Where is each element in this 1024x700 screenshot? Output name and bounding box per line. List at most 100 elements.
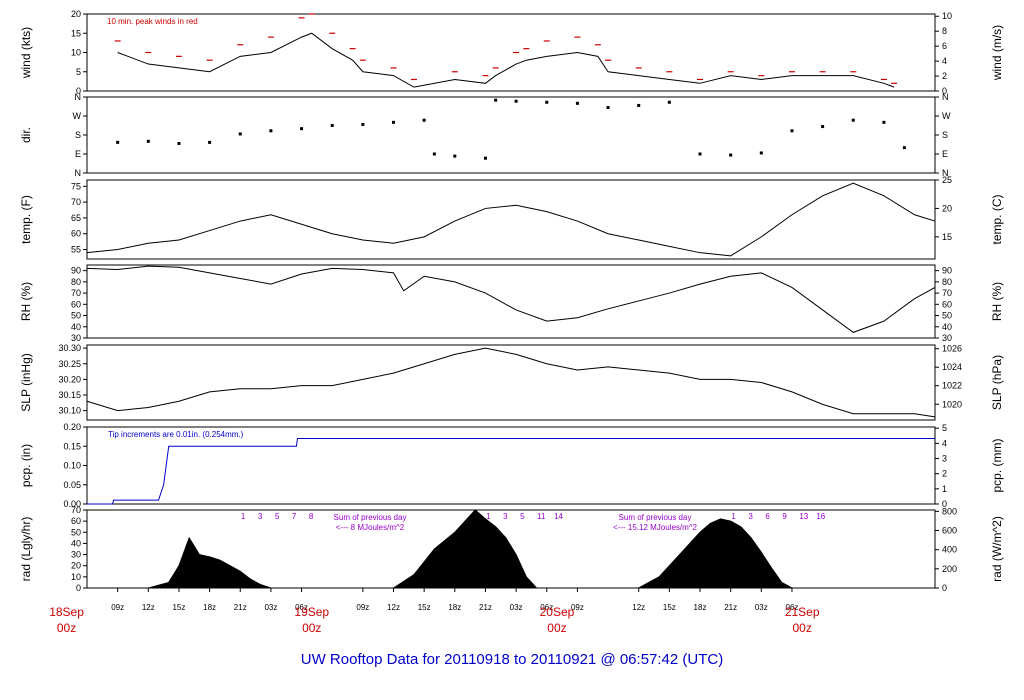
y-right-tick-label: E (942, 149, 948, 159)
direction-point (882, 120, 886, 124)
direction-point (392, 120, 396, 124)
y-right-tick-label: 4 (942, 438, 947, 448)
caption-prefix: UW Rooftop Data for (300, 651, 440, 668)
panel-pcp: 0.00 0.05 0.10 0.15 0.20 0 1 2 3 4 5 pcp. (in) pcp. … (19, 422, 1004, 509)
y-tick-label: 0.10 (63, 461, 81, 471)
time-tick-label: 09z (571, 603, 584, 612)
time-tick-label: 03z (755, 603, 768, 612)
y-tick-label: 10 (71, 572, 81, 582)
y-right-tick-label: 80 (942, 277, 952, 287)
series-line (86, 182, 936, 257)
count-mark: 7 (292, 512, 297, 521)
series-line (87, 438, 935, 505)
y-right-tick-label: 1020 (942, 399, 962, 409)
y-tick-label: 65 (71, 213, 81, 223)
y-axis-label: temp. (F) (19, 195, 33, 244)
figure-caption: UW Rooftop Data for 20110918 to 20110921… (0, 651, 1024, 668)
y-tick-label: 90 (71, 266, 81, 276)
direction-point (575, 101, 579, 105)
direction-point (821, 125, 825, 129)
time-tick-label: 15z (663, 603, 676, 612)
y-tick-label: 15 (71, 28, 81, 38)
y-right-tick-label: W (942, 111, 951, 121)
y-axis-label: RH (%) (19, 282, 33, 321)
count-mark: 8 (309, 512, 314, 521)
time-tick-label: 06z (540, 603, 553, 612)
y-right-tick-label: 60 (942, 299, 952, 309)
panel-slp: 30.10 30.15 30.20 30.25 30.30 1020 1022 1024 102… (19, 343, 1004, 421)
y-tick-label: 0.15 (63, 441, 81, 451)
y-right-tick-label: N (942, 92, 949, 102)
y-right-tick-label: 20 (942, 203, 952, 213)
direction-point (851, 118, 855, 122)
direction-point (545, 100, 549, 104)
caption-end: 20110921 (530, 651, 597, 668)
y-tick-label: 20 (71, 561, 81, 571)
time-tick-label: 15z (418, 603, 431, 612)
direction-point (269, 129, 273, 133)
direction-point (637, 103, 641, 107)
count-mark: 1 (731, 512, 736, 521)
y-right-tick-label: S (942, 130, 948, 140)
caption-at: @ (600, 651, 616, 668)
y-tick-label: 80 (71, 277, 81, 287)
y-right-tick-label: 800 (942, 506, 957, 516)
y-right-tick-label: 0 (942, 86, 947, 96)
y-tick-label: 40 (71, 538, 81, 548)
y-right-tick-label: 600 (942, 526, 957, 536)
time-tick-label: 21z (479, 603, 492, 612)
y-right-tick-label: 0 (942, 583, 947, 593)
direction-point (514, 99, 518, 103)
y-tick-label: 30 (71, 333, 81, 343)
caption-tz: (UTC) (682, 651, 724, 668)
y-tick-label: 30 (71, 550, 81, 560)
y-right-tick-label: 40 (942, 322, 952, 332)
y-tick-label: 0.00 (63, 499, 81, 509)
y-right-tick-label: 2 (942, 469, 947, 479)
day-time-label: 00z (302, 621, 321, 635)
panel-annotation: Tip increments are 0.01in. (0.254mm.) (108, 430, 244, 439)
time-tick-label: 18z (203, 603, 216, 612)
direction-point (177, 141, 181, 145)
series-area (87, 509, 935, 589)
panel-frame (86, 179, 936, 260)
y-tick-label: 70 (71, 505, 81, 515)
direction-point (330, 124, 334, 127)
y-right-tick-label: 30 (942, 333, 952, 343)
y-tick-label: E (75, 149, 81, 159)
y-axis-label: dir. (19, 127, 33, 143)
y-right-tick-label: 1 (942, 484, 947, 494)
count-mark: 5 (275, 512, 280, 521)
count-mark: 1 (241, 512, 246, 521)
direction-point (667, 100, 671, 104)
direction-point (432, 152, 436, 156)
time-tick-label: 03z (510, 603, 523, 612)
y-tick-label: 0.05 (63, 480, 81, 490)
y-tick-label: 40 (71, 322, 81, 332)
count-mark: 5 (520, 512, 525, 521)
day-label: 18Sep (49, 605, 84, 619)
time-tick-label: 09z (111, 603, 124, 612)
y-tick-label: 30.30 (58, 343, 81, 353)
time-tick-label: 21z (234, 603, 247, 612)
y-axis-label: rad (Lgly/hr) (19, 517, 33, 582)
panel-temp: 55 60 65 70 75 15 20 25 temp. (F) temp. (C) (19, 175, 1004, 260)
direction-point (759, 151, 763, 155)
caption-time: 06:57:42 (619, 651, 679, 668)
y-tick-label: 60 (71, 516, 81, 526)
y-tick-label: 60 (71, 229, 81, 239)
y-tick-label: 75 (71, 181, 81, 191)
time-tick-label: 03z (264, 603, 277, 612)
y-tick-label: 0 (76, 86, 81, 96)
y-axis-label-right: temp. (C) (990, 194, 1004, 244)
y-axis-label: SLP (inHg) (19, 353, 33, 411)
y-tick-label: 20 (71, 9, 81, 19)
daily-sum-line1: Sum of previous day (619, 513, 692, 522)
day-label: 19Sep (294, 605, 329, 619)
panel-frame (86, 264, 936, 339)
day-time-label: 00z (793, 621, 812, 635)
y-axis-label-right: SLP (hPa) (990, 355, 1004, 410)
time-tick-label: 06z (786, 603, 799, 612)
